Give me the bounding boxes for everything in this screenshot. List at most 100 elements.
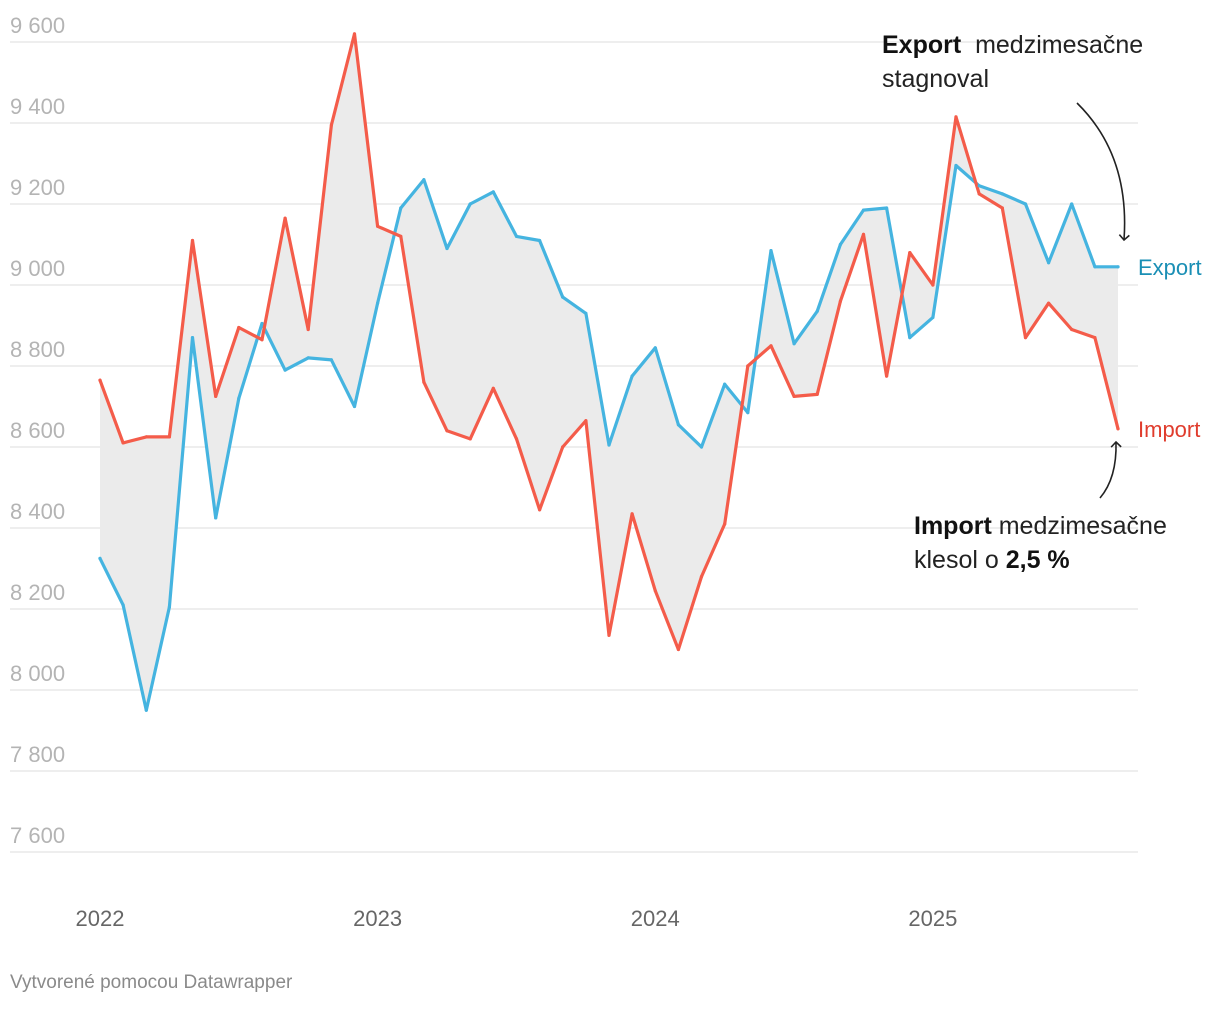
series-label-import: Import <box>1138 417 1200 442</box>
data-point-export <box>561 295 565 299</box>
data-point-export <box>908 336 912 340</box>
data-point-export <box>653 346 657 350</box>
data-point-export <box>977 184 981 188</box>
data-point-export <box>838 242 843 247</box>
data-point-import <box>445 429 449 433</box>
data-point-export <box>676 423 681 427</box>
data-point-import <box>514 437 519 441</box>
data-point-export <box>769 249 773 253</box>
y-tick-label: 7 600 <box>10 823 65 848</box>
data-point-import <box>931 283 935 287</box>
y-tick-label: 9 000 <box>10 256 65 281</box>
data-point-export <box>329 358 333 362</box>
data-point-export <box>630 374 634 378</box>
import-annotation-text1: medzimesačne <box>991 512 1167 540</box>
x-axis: 2022 2023 2024 2025 <box>76 906 958 931</box>
data-point-import <box>861 232 866 236</box>
data-point-export <box>260 321 264 326</box>
import-annotation-bold2: 2,5 % <box>1005 546 1070 574</box>
import-annotation-arrow <box>1099 440 1122 499</box>
data-point-import <box>954 115 958 119</box>
data-point-import <box>376 224 380 228</box>
y-tick-label: 8 400 <box>10 499 65 524</box>
data-point-import <box>399 234 403 238</box>
data-point-import <box>630 512 634 516</box>
export-annotation: Export medzimesačne stagnoval <box>882 28 1143 96</box>
data-point-export <box>815 309 819 313</box>
data-point-import <box>144 435 148 439</box>
data-point-export <box>861 208 866 212</box>
data-point-import <box>422 380 426 384</box>
data-point-import <box>190 238 195 243</box>
data-point-import <box>584 419 588 423</box>
y-axis: 7 600 7 800 8 000 8 200 8 400 8 600 8 800 9 000… <box>10 13 65 848</box>
data-point-import <box>167 435 171 439</box>
data-point-import <box>653 589 657 593</box>
data-point-export <box>214 516 218 520</box>
data-point-export <box>954 163 958 168</box>
data-point-import <box>1047 301 1051 305</box>
import-annotation: Import medzimesačne klesol o 2,5 % <box>914 509 1167 577</box>
data-point-import <box>699 575 704 579</box>
data-point-export <box>746 411 750 415</box>
data-point-import <box>260 338 264 342</box>
difference-band <box>100 33 1118 711</box>
footer-credit: Vytvorené pomocou Datawrapper <box>10 972 293 993</box>
data-point-import <box>352 32 357 36</box>
y-tick-label: 8 600 <box>10 418 65 443</box>
data-point-export <box>885 206 889 210</box>
data-point-import <box>607 633 611 637</box>
data-point-export <box>699 445 704 449</box>
import-annotation-text2: klesol o <box>914 546 1006 574</box>
data-point-import <box>1000 206 1004 210</box>
x-tick-label: 2022 <box>76 906 125 931</box>
data-point-export <box>584 311 588 315</box>
data-point-import <box>98 378 102 382</box>
y-tick-label: 8 000 <box>10 661 65 686</box>
data-point-import <box>468 437 472 441</box>
data-point-import <box>491 386 495 390</box>
data-point-export <box>445 246 449 251</box>
data-point-import <box>214 394 218 398</box>
data-point-export <box>491 190 495 194</box>
data-points <box>98 32 1120 712</box>
data-point-import <box>815 392 819 396</box>
data-point-import <box>1093 336 1097 340</box>
data-point-import <box>769 344 773 348</box>
data-point-import <box>676 647 681 652</box>
data-point-export <box>723 382 727 386</box>
data-point-export <box>1047 261 1051 265</box>
data-point-export <box>931 315 935 319</box>
data-point-export <box>237 396 241 400</box>
data-point-export <box>607 443 611 447</box>
data-point-export <box>422 178 426 182</box>
y-tick-label: 9 400 <box>10 94 65 119</box>
x-tick-label: 2024 <box>631 906 680 931</box>
data-point-import <box>746 364 750 368</box>
series-label-export: Export <box>1138 255 1202 280</box>
data-point-export <box>468 202 472 206</box>
data-point-import <box>1116 427 1120 431</box>
data-point-export <box>514 234 519 238</box>
data-point-import <box>1023 336 1028 340</box>
data-point-import <box>121 441 125 445</box>
data-point-import <box>792 394 796 398</box>
data-point-export <box>98 556 102 561</box>
data-point-export <box>306 356 310 360</box>
y-tick-label: 7 800 <box>10 742 65 767</box>
data-point-export <box>352 404 357 409</box>
y-tick-label: 8 200 <box>10 580 65 605</box>
data-point-import <box>885 374 889 378</box>
data-point-import <box>723 522 727 526</box>
data-point-import <box>1070 327 1074 332</box>
y-tick-label: 8 800 <box>10 337 65 362</box>
data-point-import <box>908 251 912 255</box>
data-point-export <box>1000 192 1004 196</box>
data-point-import <box>306 327 310 332</box>
x-tick-label: 2023 <box>353 906 402 931</box>
data-point-export <box>1093 265 1097 269</box>
data-point-export <box>190 336 195 340</box>
data-point-export <box>1023 202 1028 206</box>
data-point-export <box>1116 265 1120 269</box>
